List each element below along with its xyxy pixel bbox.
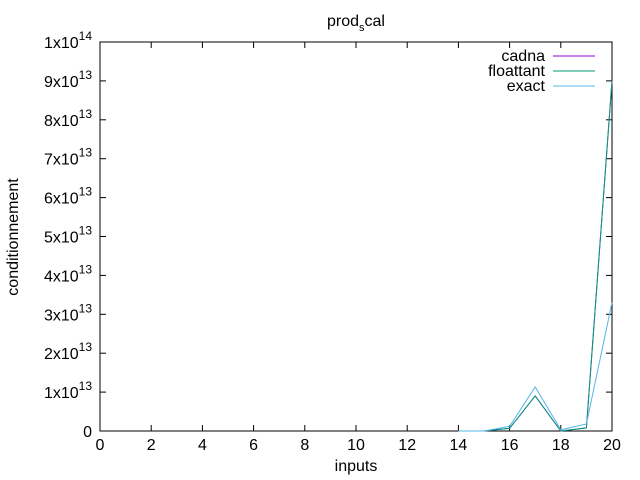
y-tick-exponent: 13 xyxy=(79,224,93,238)
x-tick-label: 10 xyxy=(347,437,365,454)
x-axis-title: inputs xyxy=(335,458,378,475)
legend-label-exact: exact xyxy=(507,78,546,95)
x-tick-label: 6 xyxy=(249,437,258,454)
series-line-cadna xyxy=(458,80,613,432)
y-tick-exponent: 13 xyxy=(79,68,93,82)
y-tick-exponent: 13 xyxy=(79,185,93,199)
series-line-exact xyxy=(458,302,613,432)
x-axis: 0 2 4 6 8 10 12 14 16 18 20 xyxy=(96,42,621,454)
chart-title-end: cal xyxy=(365,13,385,30)
y-tick-label: 4x1013 xyxy=(44,262,92,285)
x-tick-label: 2 xyxy=(147,437,156,454)
y-tick-label: 9x1013 xyxy=(44,68,92,91)
y-tick-label: 3x1013 xyxy=(44,301,92,324)
x-tick-label: 0 xyxy=(96,437,105,454)
y-tick-exponent: 13 xyxy=(79,262,93,276)
series-lines xyxy=(458,80,613,432)
x-tick-label: 20 xyxy=(603,437,621,454)
legend-label-cadna: cadna xyxy=(501,48,545,65)
y-tick-label: 0 xyxy=(83,424,92,441)
y-tick-mantissa: 3x10 xyxy=(44,307,79,324)
x-tick-label: 16 xyxy=(501,437,519,454)
y-tick-label: 1x1013 xyxy=(44,379,92,402)
y-tick-mantissa: 0 xyxy=(83,424,92,441)
y-tick-exponent: 13 xyxy=(79,340,93,354)
y-tick-label: 5x1013 xyxy=(44,224,92,247)
y-tick-exponent: 13 xyxy=(79,379,93,393)
x-tick-label: 12 xyxy=(398,437,416,454)
plot-border xyxy=(99,41,613,432)
x-tick-label: 18 xyxy=(552,437,570,454)
y-tick-mantissa: 4x10 xyxy=(44,268,79,285)
y-tick-mantissa: 7x10 xyxy=(44,152,79,169)
y-tick-label: 1x1014 xyxy=(44,29,92,52)
y-tick-exponent: 14 xyxy=(79,29,93,43)
y-tick-exponent: 13 xyxy=(79,107,93,121)
y-tick-label: 7x1013 xyxy=(44,146,92,169)
series-line-floattant xyxy=(458,80,613,432)
y-axis-title: conditionnement xyxy=(5,178,22,296)
chart-title: prodscal xyxy=(327,13,385,34)
y-tick-mantissa: 1x10 xyxy=(44,35,79,52)
y-tick-mantissa: 1x10 xyxy=(44,385,79,402)
y-tick-exponent: 13 xyxy=(79,146,93,160)
legend-label-floattant: floattant xyxy=(488,63,545,80)
chart-title-main: prod xyxy=(327,13,359,30)
x-tick-label: 14 xyxy=(450,437,468,454)
chart-title-sub: s xyxy=(359,22,365,34)
y-tick-label: 8x1013 xyxy=(44,107,92,130)
y-tick-mantissa: 2x10 xyxy=(44,346,79,363)
y-axis: 01x10132x10133x10134x10135x10136x10137x1… xyxy=(44,29,612,441)
y-tick-label: 6x1013 xyxy=(44,185,92,208)
y-tick-mantissa: 5x10 xyxy=(44,230,79,247)
y-tick-label: 2x1013 xyxy=(44,340,92,363)
x-tick-label: 8 xyxy=(300,437,309,454)
y-tick-mantissa: 6x10 xyxy=(44,191,79,208)
y-tick-exponent: 13 xyxy=(79,301,93,315)
x-tick-label: 4 xyxy=(198,437,207,454)
y-tick-mantissa: 8x10 xyxy=(44,113,79,130)
y-tick-mantissa: 9x10 xyxy=(44,74,79,91)
